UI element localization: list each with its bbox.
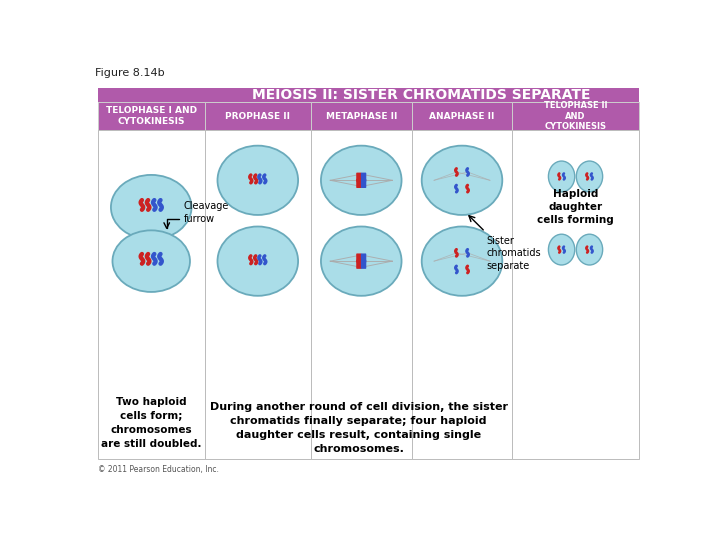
Text: PROPHASE II: PROPHASE II xyxy=(225,111,290,120)
Ellipse shape xyxy=(217,226,298,296)
Text: During another round of cell division, the sister
chromatids finally separate; f: During another round of cell division, t… xyxy=(210,402,508,454)
Ellipse shape xyxy=(549,161,575,192)
FancyBboxPatch shape xyxy=(356,260,361,269)
Ellipse shape xyxy=(321,226,402,296)
Text: Haploid
daughter
cells forming: Haploid daughter cells forming xyxy=(537,189,614,226)
FancyBboxPatch shape xyxy=(98,102,204,130)
FancyBboxPatch shape xyxy=(356,179,361,188)
Text: Figure 8.14b: Figure 8.14b xyxy=(94,68,164,78)
Ellipse shape xyxy=(321,146,402,215)
Ellipse shape xyxy=(217,146,298,215)
Text: © 2011 Pearson Education, Inc.: © 2011 Pearson Education, Inc. xyxy=(98,465,219,475)
Ellipse shape xyxy=(112,231,190,292)
FancyBboxPatch shape xyxy=(204,130,311,459)
Text: Cleavage
furrow: Cleavage furrow xyxy=(184,201,229,224)
FancyBboxPatch shape xyxy=(311,130,412,459)
Text: Sister
chromatids
separate: Sister chromatids separate xyxy=(487,236,541,271)
FancyBboxPatch shape xyxy=(361,179,366,188)
FancyBboxPatch shape xyxy=(98,88,204,102)
FancyBboxPatch shape xyxy=(204,102,311,130)
Text: ANAPHASE II: ANAPHASE II xyxy=(429,111,495,120)
FancyBboxPatch shape xyxy=(361,260,366,269)
FancyBboxPatch shape xyxy=(311,102,412,130)
Ellipse shape xyxy=(111,175,192,240)
Text: METAPHASE II: METAPHASE II xyxy=(325,111,397,120)
FancyBboxPatch shape xyxy=(204,88,639,102)
Text: TELOPHASE I AND
CYTOKINESIS: TELOPHASE I AND CYTOKINESIS xyxy=(106,106,197,126)
Text: MEIOSIS II: SISTER CHROMATIDS SEPARATE: MEIOSIS II: SISTER CHROMATIDS SEPARATE xyxy=(253,88,591,102)
Ellipse shape xyxy=(422,226,503,296)
FancyBboxPatch shape xyxy=(412,102,513,130)
FancyBboxPatch shape xyxy=(98,130,204,459)
Text: Two haploid
cells form;
chromosomes
are still doubled.: Two haploid cells form; chromosomes are … xyxy=(101,397,202,449)
FancyBboxPatch shape xyxy=(513,130,639,459)
Ellipse shape xyxy=(576,161,603,192)
FancyBboxPatch shape xyxy=(361,253,366,262)
Ellipse shape xyxy=(549,234,575,265)
FancyBboxPatch shape xyxy=(356,253,361,262)
FancyBboxPatch shape xyxy=(356,173,361,182)
Text: TELOPHASE II
AND
CYTOKINESIS: TELOPHASE II AND CYTOKINESIS xyxy=(544,101,607,131)
Ellipse shape xyxy=(576,234,603,265)
FancyBboxPatch shape xyxy=(361,173,366,182)
FancyBboxPatch shape xyxy=(513,102,639,130)
FancyBboxPatch shape xyxy=(412,130,513,459)
Ellipse shape xyxy=(422,146,503,215)
